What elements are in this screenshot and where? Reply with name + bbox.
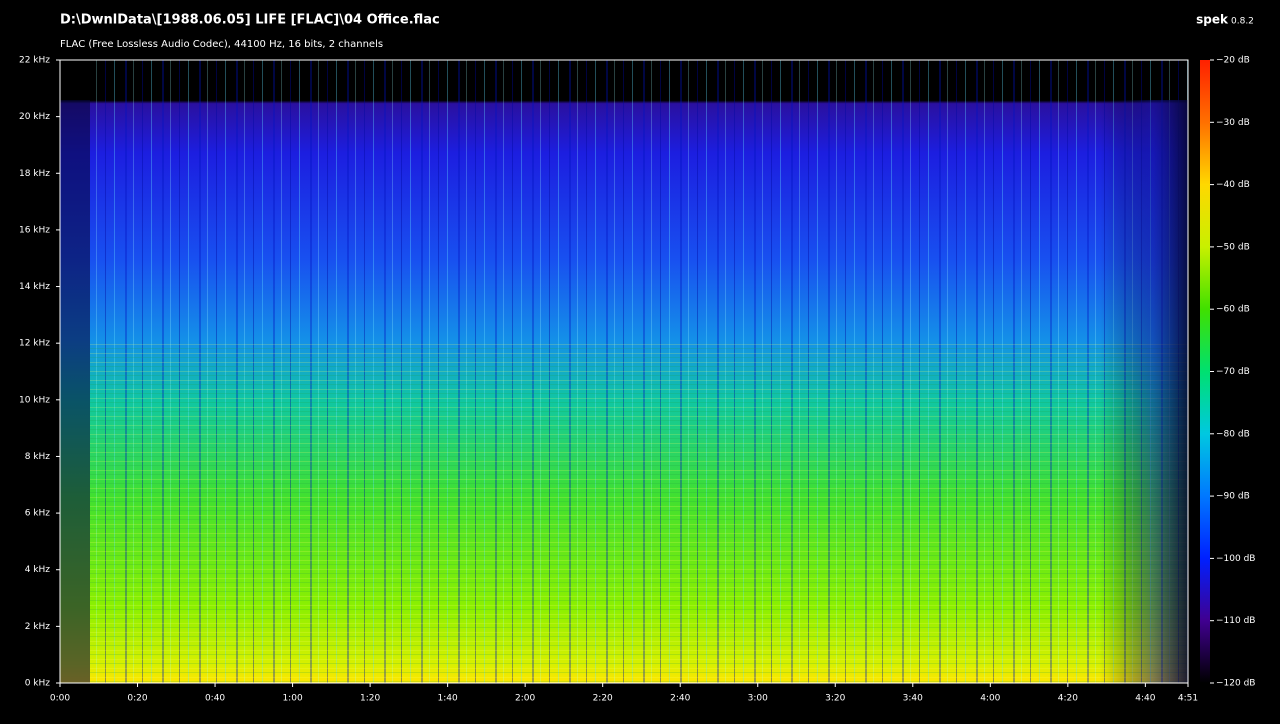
x-tick-label: 1:20 bbox=[360, 694, 380, 704]
colorbar-tick-label: −40 dB bbox=[1216, 180, 1250, 190]
spectrum-fade bbox=[1100, 100, 1188, 683]
x-tick-label: 4:51 bbox=[1178, 694, 1198, 704]
x-tick-label: 1:00 bbox=[282, 694, 302, 704]
y-tick-label: 14 kHz bbox=[19, 282, 50, 292]
y-tick-label: 4 kHz bbox=[25, 565, 51, 575]
colorbar bbox=[1200, 60, 1210, 683]
y-tick-label: 12 kHz bbox=[19, 339, 50, 349]
x-tick-label: 4:20 bbox=[1058, 694, 1078, 704]
colorbar-tick-label: −80 dB bbox=[1216, 429, 1250, 439]
colorbar-tick-label: −60 dB bbox=[1216, 305, 1250, 315]
y-tick-label: 10 kHz bbox=[19, 395, 50, 405]
colorbar-tick-label: −100 dB bbox=[1216, 554, 1255, 564]
x-tick-label: 3:20 bbox=[825, 694, 845, 704]
spectrum-texture bbox=[90, 340, 1188, 683]
y-tick-label: 16 kHz bbox=[19, 225, 50, 235]
x-tick-label: 0:40 bbox=[205, 694, 225, 704]
x-tick-label: 2:20 bbox=[593, 694, 613, 704]
app-name: spek bbox=[1196, 13, 1229, 27]
subtitle: FLAC (Free Lossless Audio Codec), 44100 … bbox=[60, 39, 383, 50]
app-version: 0.8.2 bbox=[1231, 17, 1254, 27]
x-tick-label: 2:40 bbox=[670, 694, 690, 704]
y-tick-label: 8 kHz bbox=[25, 452, 51, 462]
colorbar-tick-label: −110 dB bbox=[1216, 616, 1255, 626]
x-tick-label: 1:40 bbox=[438, 694, 458, 704]
spectrum-intro bbox=[60, 100, 90, 683]
colorbar-tick-label: −120 dB bbox=[1216, 679, 1255, 689]
y-tick-label: 18 kHz bbox=[19, 169, 50, 179]
x-tick-label: 4:40 bbox=[1135, 694, 1155, 704]
y-tick-label: 6 kHz bbox=[25, 509, 51, 519]
y-tick-label: 20 kHz bbox=[19, 112, 50, 122]
y-tick-label: 22 kHz bbox=[19, 56, 50, 66]
colorbar-tick-label: −50 dB bbox=[1216, 242, 1250, 252]
y-tick-label: 0 kHz bbox=[25, 679, 51, 689]
x-tick-label: 0:00 bbox=[50, 694, 70, 704]
colorbar-tick-label: −30 dB bbox=[1216, 118, 1250, 128]
colorbar-tick-label: −90 dB bbox=[1216, 492, 1250, 502]
y-tick-label: 2 kHz bbox=[25, 622, 51, 632]
x-tick-label: 4:00 bbox=[980, 694, 1000, 704]
x-tick-label: 3:00 bbox=[748, 694, 768, 704]
plot-frame bbox=[59, 59, 1189, 684]
x-tick-label: 3:40 bbox=[903, 694, 923, 704]
title: D:\DwnlData\[1988.06.05] LIFE [FLAC]\04 … bbox=[60, 13, 440, 28]
colorbar-tick-label: −70 dB bbox=[1216, 367, 1250, 377]
x-tick-label: 0:20 bbox=[127, 694, 147, 704]
x-tick-label: 2:00 bbox=[515, 694, 535, 704]
colorbar-tick-label: −20 dB bbox=[1216, 56, 1250, 66]
spectrogram-image bbox=[60, 60, 1188, 683]
